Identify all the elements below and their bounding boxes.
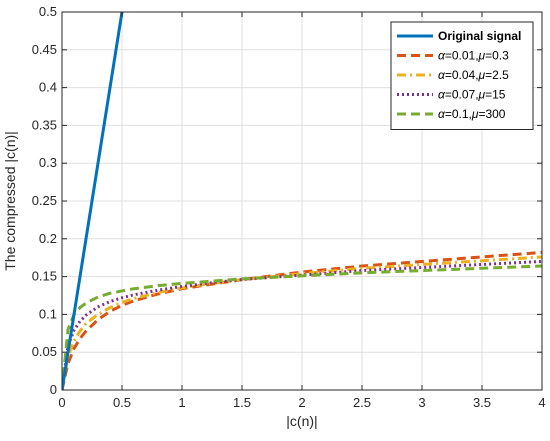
- tick-marks: [61, 11, 543, 391]
- x-tick-label: 2: [298, 395, 305, 410]
- legend-box: [390, 21, 534, 130]
- y-axis-title: The compressed |c(n)|: [2, 131, 18, 271]
- y-tick-label: 0.25: [32, 193, 57, 208]
- y-tick-label: 0.15: [32, 269, 57, 284]
- x-tick-label: 4: [538, 395, 545, 410]
- legend-label: Original signal: [438, 29, 521, 43]
- x-tick-label: 1: [178, 395, 185, 410]
- legend-label: α=0.04,μ=2.5: [438, 68, 509, 82]
- y-tick-label: 0.45: [32, 42, 57, 57]
- y-tick-label: 0.3: [39, 155, 57, 170]
- legend: Original signal α=0.01,μ=0.3 α=0.04,μ=2.5 α…: [390, 21, 534, 130]
- series-line-5: [62, 264, 542, 390]
- x-tick-label: 3: [418, 395, 425, 410]
- y-tick-label: 0.35: [32, 117, 57, 132]
- x-tick-label: 0: [58, 395, 65, 410]
- x-tick-labels: 0 0.5 1 1.5 2 2.5 3 3.5 4: [58, 395, 545, 410]
- x-tick-label: 3.5: [473, 395, 491, 410]
- legend-label: α=0.07,μ=15: [438, 88, 506, 102]
- series-lines: [62, 12, 542, 390]
- y-tick-label: 0.1: [39, 306, 57, 321]
- y-tick-label: 0.2: [39, 231, 57, 246]
- y-tick-label: 0: [50, 382, 57, 397]
- y-tick-label: 0.5: [39, 4, 57, 19]
- series-line-2: [62, 250, 542, 390]
- series-line-1: [62, 12, 124, 390]
- x-tick-label: 1.5: [233, 395, 251, 410]
- x-tick-label: 0.5: [113, 395, 131, 410]
- y-tick-labels: 0 0.05 0.1 0.15 0.2 0.25 0.3 0.35 0.4 0.45 0.5: [32, 4, 57, 397]
- legend-label: α=0.01,μ=0.3: [438, 49, 509, 63]
- legend-label: α=0.1,μ=300: [438, 107, 506, 121]
- y-tick-label: 0.05: [32, 344, 57, 359]
- x-axis-title: |c(n)|: [286, 413, 317, 429]
- series-line-3: [62, 255, 542, 390]
- y-tick-label: 0.4: [39, 80, 57, 95]
- x-tick-label: 2.5: [353, 395, 371, 410]
